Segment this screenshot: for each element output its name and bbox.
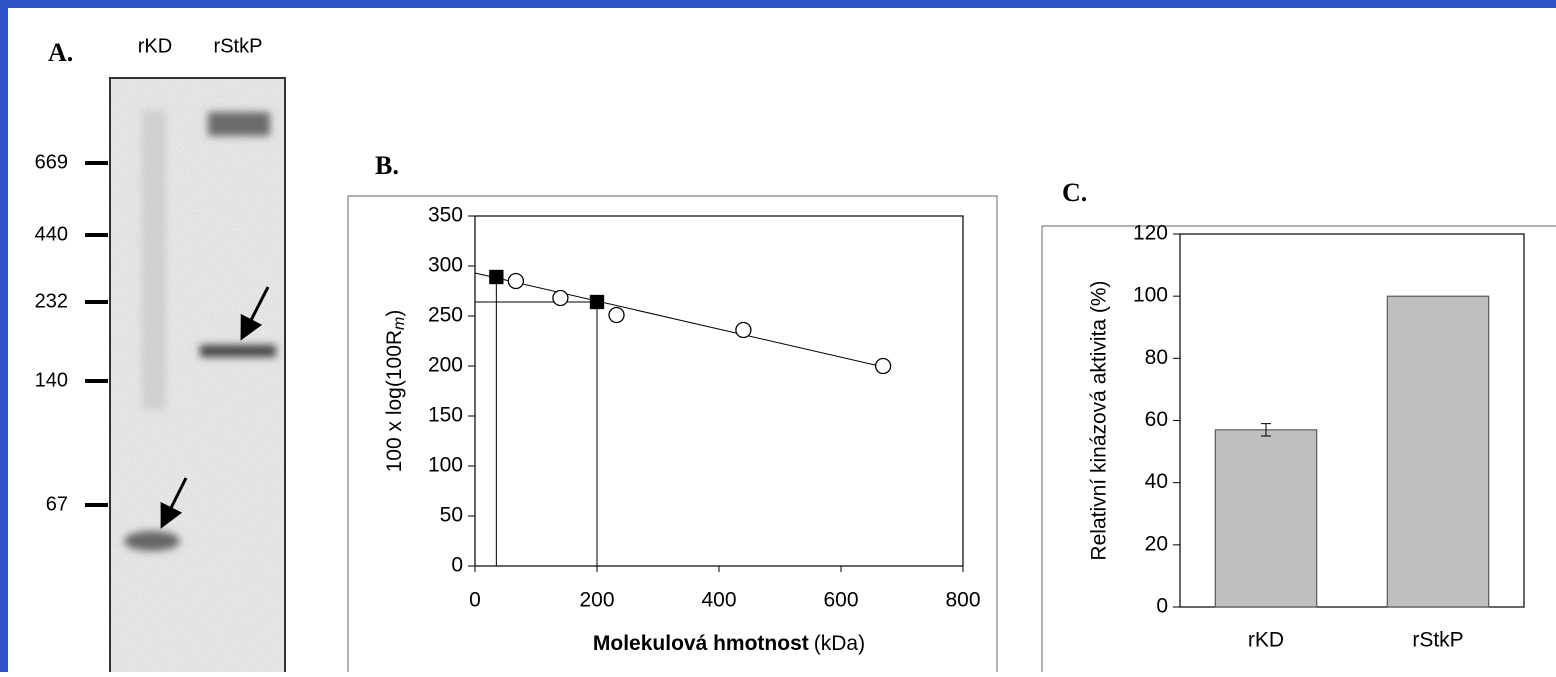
y-axis-label-text: 100 x log(100R bbox=[383, 330, 406, 472]
point bbox=[736, 323, 751, 338]
y-tick-label: 100 bbox=[428, 454, 463, 477]
marker-label: 232 bbox=[35, 290, 68, 312]
x-axis-label-text: Molekulová hmotnost bbox=[593, 632, 809, 655]
y-tick-label: 300 bbox=[428, 254, 463, 277]
y-axis-label-end: ) bbox=[383, 310, 406, 317]
y-axis-label: 100 x log(100Rm) bbox=[383, 310, 409, 473]
y-tick-label: 40 bbox=[1145, 470, 1168, 493]
marker-label: 440 bbox=[35, 223, 68, 245]
panel-label: B. bbox=[375, 151, 399, 180]
point bbox=[490, 271, 503, 284]
figure: A. rKD rStkP 669 440 232 140 67 B. 0 50 100 150 2… bbox=[0, 0, 1556, 672]
bar bbox=[1215, 430, 1316, 607]
x-tick-label: 400 bbox=[701, 589, 736, 612]
panel-label: A. bbox=[48, 38, 73, 67]
gel-texture bbox=[111, 79, 284, 672]
y-tick-label: 100 bbox=[1133, 284, 1168, 307]
y-axis-label: Relativní kinázová aktivita (%) bbox=[1088, 280, 1111, 560]
page: {"gel": {"label": "A.", "lanes": ["rKD",… bbox=[0, 0, 1556, 672]
y-tick-label: 250 bbox=[428, 304, 463, 327]
x-tick-label: 800 bbox=[945, 589, 980, 612]
point bbox=[553, 291, 568, 306]
y-tick-label: 80 bbox=[1145, 346, 1168, 369]
smear bbox=[142, 110, 166, 410]
y-tick-label: 150 bbox=[428, 404, 463, 427]
x-axis-label: Molekulová hmotnost(kDa) bbox=[593, 632, 865, 655]
x-tick-label: rKD bbox=[1248, 629, 1284, 652]
band bbox=[124, 531, 180, 551]
panel-label: C. bbox=[1062, 178, 1087, 207]
lane-label: rKD bbox=[138, 35, 172, 57]
point bbox=[876, 359, 891, 374]
marker-label: 140 bbox=[35, 369, 68, 391]
y-tick-label: 20 bbox=[1145, 532, 1168, 555]
y-tick-label: 60 bbox=[1145, 408, 1168, 431]
y-tick-label: 120 bbox=[1133, 222, 1168, 245]
point bbox=[591, 296, 604, 309]
marker-label: 669 bbox=[35, 151, 68, 173]
y-tick-label: 50 bbox=[440, 504, 463, 527]
y-tick-label: 350 bbox=[428, 204, 463, 227]
marker-label: 67 bbox=[46, 493, 68, 515]
y-tick-label: 200 bbox=[428, 354, 463, 377]
x-tick-label: 200 bbox=[579, 589, 614, 612]
x-tick-label: rStkP bbox=[1412, 629, 1463, 652]
bar bbox=[1387, 296, 1488, 607]
y-tick-label: 0 bbox=[1156, 595, 1168, 618]
x-tick-label: 600 bbox=[823, 589, 858, 612]
x-axis-label-unit: (kDa) bbox=[814, 632, 865, 655]
point bbox=[609, 308, 624, 323]
point bbox=[508, 274, 523, 289]
lane-label: rStkP bbox=[214, 35, 263, 57]
y-axis-label-sub: m bbox=[391, 317, 408, 330]
y-tick-label: 0 bbox=[451, 554, 463, 577]
x-tick-label: 0 bbox=[469, 589, 481, 612]
band bbox=[208, 112, 270, 136]
band bbox=[200, 345, 276, 357]
